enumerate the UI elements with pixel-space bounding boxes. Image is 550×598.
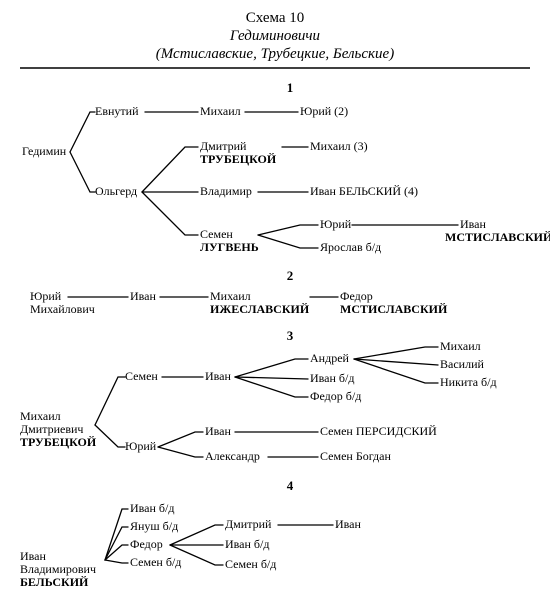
s2-izhe: ИЖЕСЛАВСКИЙ	[210, 302, 310, 316]
s3-ivanbd: Иван б/д	[310, 371, 354, 385]
s1-evnutiy: Евнутий	[95, 104, 139, 118]
s1-olgerd: Ольгерд	[95, 184, 137, 198]
s2-fedor: Федор	[340, 289, 373, 303]
s1-ivan: Иван	[460, 217, 487, 231]
s3-andrey: Андрей	[310, 351, 350, 365]
s1-mihail1: Михаил	[200, 104, 241, 118]
section-number: 4	[287, 478, 294, 493]
s3-root3: ТРУБЕЦКОЙ	[20, 435, 97, 449]
s2-yuriy: Юрий	[30, 289, 62, 303]
s4-yan: Януш б/д	[130, 519, 178, 533]
tree-edge	[95, 377, 125, 425]
s1-dmitriy: Дмитрий	[200, 139, 247, 153]
s4-ivbd2: Иван б/д	[225, 537, 269, 551]
s1-semen: Семен	[200, 227, 233, 241]
s3-fedbd: Федор б/д	[310, 389, 361, 403]
tree-edge	[235, 359, 308, 377]
s2-ivan: Иван	[130, 289, 157, 303]
s4-sembd: Семен б/д	[130, 555, 181, 569]
s3-root2: Дмитриевич	[20, 422, 83, 436]
tree-edge	[158, 447, 203, 457]
s2-mih2: Михаил	[210, 289, 251, 303]
s3-nik: Никита б/д	[440, 375, 497, 389]
s3-ivan2: Иван	[205, 424, 232, 438]
s1-lugven: ЛУГВЕНЬ	[200, 240, 259, 254]
s1-yarosl: Ярослав б/д	[320, 240, 381, 254]
tree-edge	[354, 347, 438, 359]
section-number: 2	[287, 268, 294, 283]
tree-edge	[142, 192, 198, 235]
s2-mst: МСТИСЛАВСКИЙ	[340, 302, 448, 316]
t2: Гедиминовичи	[229, 28, 320, 44]
t1: Схема 10	[246, 10, 305, 26]
section-number: 1	[287, 80, 294, 95]
s4-fed: Федор	[130, 537, 163, 551]
s3-vas: Василий	[440, 357, 484, 371]
s4-root3: БЕЛЬСКИЙ	[20, 575, 89, 589]
s4-dm: Дмитрий	[225, 517, 272, 531]
s3-yuriy: Юрий	[125, 439, 157, 453]
tree-edge	[354, 359, 438, 365]
s3-mih: Михаил	[440, 339, 481, 353]
tree-edge	[235, 377, 308, 397]
tree-edge	[142, 147, 198, 192]
s1-yuriy2: Юрий	[320, 217, 352, 231]
tree-edge	[105, 560, 128, 563]
tree-edge	[258, 225, 318, 235]
s4-ivan: Иван	[335, 517, 362, 531]
section-number: 3	[287, 328, 294, 343]
tree-edge	[70, 152, 95, 192]
s3-ivan1: Иван	[205, 369, 232, 383]
tree-edge	[70, 112, 95, 152]
s4-root2: Владимирович	[20, 562, 96, 576]
s4-sembd2: Семен б/д	[225, 557, 276, 571]
tree-edge	[258, 235, 318, 248]
s3-alex: Александр	[205, 449, 260, 463]
s1-yuriy1: Юрий (2)	[300, 104, 348, 118]
s3-root1: Михаил	[20, 409, 61, 423]
s2-mihail: Михайлович	[30, 302, 95, 316]
s4-root1: Иван	[20, 549, 47, 563]
s1-vladimir: Владимир	[200, 184, 252, 198]
t3: (Мстиславские, Трубецкие, Бельские)	[156, 46, 394, 62]
s1-trub: ТРУБЕЦКОЙ	[200, 152, 277, 166]
tree-edge	[235, 377, 308, 379]
s1-gedimin: Гедимин	[22, 144, 67, 158]
s4-ivbd: Иван б/д	[130, 501, 174, 515]
tree-edge	[158, 432, 203, 447]
tree-edge	[105, 527, 128, 560]
s1-mstisl: МСТИСЛАВСКИЙ	[445, 230, 550, 244]
s1-mihail3: Михаил (3)	[310, 139, 368, 153]
s3-bogd: Семен Богдан	[320, 449, 391, 463]
s3-semen: Семен	[125, 369, 158, 383]
s1-ivanbel: Иван БЕЛЬСКИЙ (4)	[310, 184, 418, 198]
tree-edge	[95, 425, 125, 447]
s3-pers: Семен ПЕРСИДСКИЙ	[320, 424, 437, 438]
